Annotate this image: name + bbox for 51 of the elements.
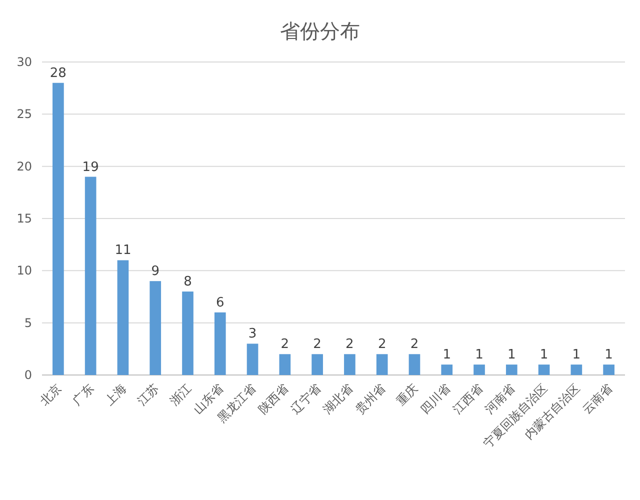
bar bbox=[441, 364, 453, 375]
bar bbox=[603, 364, 614, 375]
data-label: 1 bbox=[540, 348, 548, 363]
data-label: 3 bbox=[248, 326, 257, 342]
y-tick-label: 10 bbox=[16, 264, 32, 278]
data-label: 19 bbox=[82, 160, 99, 175]
bar bbox=[246, 344, 258, 375]
data-label: 1 bbox=[475, 348, 484, 363]
data-label: 1 bbox=[572, 348, 581, 363]
x-tick-label: 上海 bbox=[102, 381, 130, 408]
bar bbox=[408, 354, 420, 375]
chart-title: 省份分布 bbox=[280, 19, 360, 43]
x-tick-label: 江苏 bbox=[134, 381, 162, 408]
y-tick-label: 0 bbox=[24, 368, 32, 382]
data-label: 11 bbox=[114, 243, 132, 258]
bar bbox=[117, 260, 129, 375]
bar bbox=[570, 364, 582, 375]
x-tick-label: 江西省 bbox=[450, 381, 486, 417]
data-label: 2 bbox=[378, 337, 386, 352]
bar bbox=[214, 312, 226, 375]
data-label: 9 bbox=[151, 264, 160, 280]
bar bbox=[312, 354, 323, 375]
data-label: 2 bbox=[313, 337, 322, 352]
data-label: 1 bbox=[604, 348, 613, 363]
bar bbox=[344, 354, 356, 375]
bar bbox=[52, 82, 64, 375]
x-tick-label: 北京 bbox=[37, 381, 64, 408]
data-label: 1 bbox=[508, 348, 516, 363]
data-label: 2 bbox=[410, 337, 419, 352]
bar bbox=[279, 354, 291, 375]
y-tick-label: 30 bbox=[16, 55, 32, 69]
y-tick-label: 15 bbox=[16, 212, 32, 226]
data-label: 1 bbox=[442, 348, 451, 363]
y-tick-label: 20 bbox=[16, 159, 32, 174]
data-label: 8 bbox=[184, 274, 192, 290]
data-label: 28 bbox=[50, 66, 66, 81]
bar bbox=[150, 281, 162, 375]
data-label: 2 bbox=[280, 337, 290, 352]
bar bbox=[84, 176, 96, 375]
y-tick-label: 5 bbox=[24, 316, 32, 330]
x-tick-label: 云南省 bbox=[580, 381, 615, 417]
data-label: 6 bbox=[216, 295, 224, 310]
bar bbox=[376, 354, 388, 375]
bar bbox=[474, 364, 485, 375]
x-tick-label: 浙江 bbox=[167, 381, 194, 408]
bar bbox=[538, 364, 550, 375]
data-label: 2 bbox=[346, 337, 354, 352]
y-tick-label: 25 bbox=[16, 107, 32, 122]
bar bbox=[182, 292, 194, 375]
bar bbox=[506, 364, 518, 375]
x-tick-label: 广东 bbox=[70, 381, 97, 408]
